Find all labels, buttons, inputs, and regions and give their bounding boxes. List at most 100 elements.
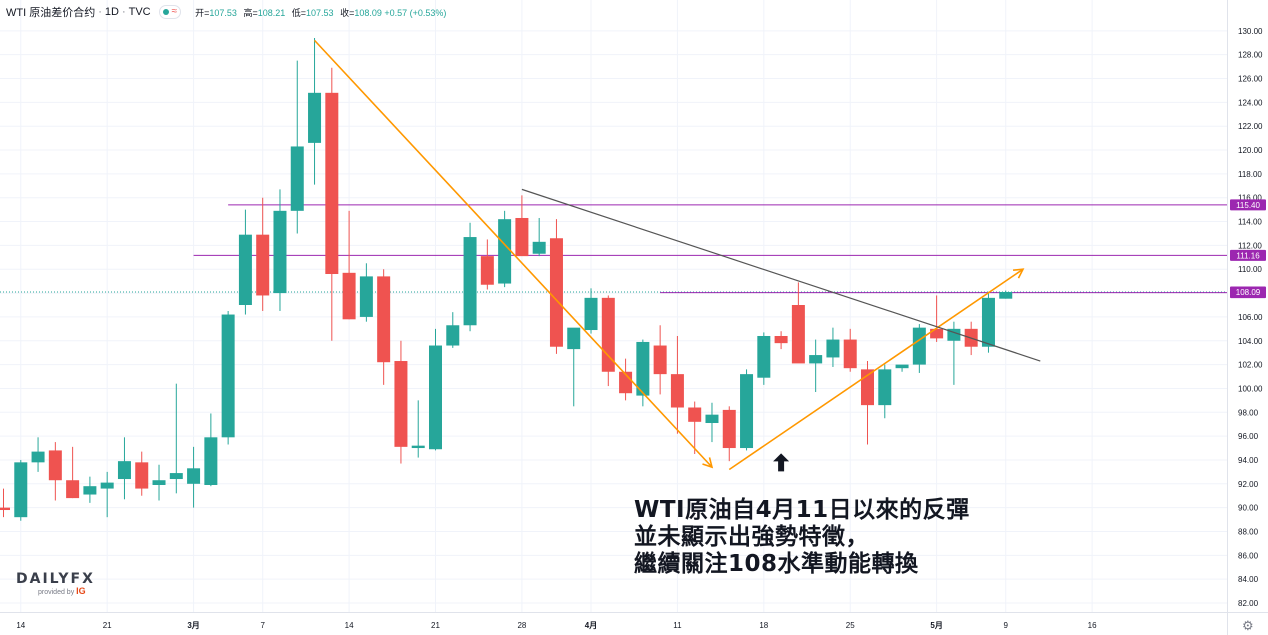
candle-body-up	[878, 369, 892, 406]
ohlc-readout: 开=107.53 高=108.21 低=107.53 收=108.09 +0.5…	[191, 6, 446, 19]
candle-body-up	[584, 297, 598, 331]
y-tick-label: 114.00	[1238, 218, 1262, 227]
ig-logo: IG	[76, 586, 86, 596]
dailyfx-logo: DAILYFX provided by IG	[16, 571, 95, 596]
gear-icon[interactable]: ⚙	[1242, 618, 1254, 633]
wave-icon: ≈	[171, 6, 178, 17]
candle-body-up	[152, 480, 166, 485]
x-tick-label: 28	[517, 621, 526, 630]
candle-body-up	[290, 146, 304, 211]
x-tick-label: 14	[345, 621, 354, 630]
logo-fx: FX	[70, 571, 95, 587]
x-tick-label: 21	[431, 621, 440, 630]
x-tick-label: 4月	[585, 621, 597, 630]
candle-body-up	[446, 325, 460, 346]
trendlines	[313, 39, 1041, 472]
y-tick-label: 122.00	[1238, 122, 1263, 131]
y-tick-label: 82.00	[1238, 599, 1259, 608]
high-label: 高=	[243, 7, 258, 18]
candle-body-down	[549, 238, 563, 347]
close-value: 108.09	[354, 7, 382, 18]
last-price-tag	[1230, 286, 1266, 298]
y-tick-label: 100.00	[1238, 384, 1263, 393]
candle-body-up	[187, 468, 201, 484]
candle-body-up	[757, 335, 771, 378]
candle-body-up	[238, 234, 252, 305]
logo-wordmark: DAILYFX	[16, 571, 95, 587]
level-price-tag	[1230, 249, 1266, 261]
x-tick-label: 5月	[930, 621, 942, 630]
level-price-label: 115.40	[1236, 201, 1260, 210]
x-axis: 14 21 3月 7 14 21 28 4月 11 18 25 5月 9 16	[0, 612, 1268, 630]
candle-body-down	[0, 507, 10, 511]
y-tick-label: 116.00	[1238, 194, 1262, 203]
candle-body-up	[498, 219, 512, 284]
y-tick-label: 98.00	[1238, 408, 1259, 417]
candle-body-down	[515, 217, 529, 257]
logo-provided-by: provided by IG	[38, 586, 95, 596]
header-separator: ·	[121, 6, 126, 18]
x-tick-label: 18	[759, 621, 768, 630]
x-tick-label: 16	[1088, 621, 1097, 630]
candle-body-up	[221, 314, 235, 438]
y-tick-label: 126.00	[1238, 75, 1263, 84]
y-tick-label: 94.00	[1238, 456, 1259, 465]
open-value: 107.53	[209, 7, 237, 18]
low-value: 107.53	[306, 7, 334, 18]
candle-body-up	[411, 445, 425, 449]
candle-body-down	[325, 92, 339, 275]
header-separator: ·	[98, 6, 102, 18]
candle-body-down	[342, 272, 356, 320]
y-tick-label: 120.00	[1238, 146, 1263, 155]
symbol-name[interactable]: WTI 原油差价合约	[6, 7, 96, 19]
x-tick-label: 11	[673, 621, 682, 630]
horizontal-levels	[0, 204, 1227, 294]
candle-body-down	[377, 276, 391, 363]
market-status-badge[interactable]: ≈	[158, 5, 182, 19]
y-tick-label: 96.00	[1238, 432, 1259, 441]
candle-body-down	[135, 462, 149, 489]
orange-trendline	[313, 39, 713, 468]
candle-body-up	[100, 482, 114, 489]
candle-body-up	[169, 473, 183, 480]
y-tick-label: 86.00	[1238, 551, 1259, 560]
trendline-arrowhead	[1012, 268, 1025, 279]
candle-body-up	[463, 237, 477, 326]
source-label: TVC	[128, 6, 151, 18]
chart-annotation: WTI原油自4月11日以來的反彈 並未顯示出強勢特徵， 繼續關注108水準動能轉…	[634, 497, 970, 578]
y-tick-label: 92.00	[1238, 480, 1259, 489]
candle-body-down	[394, 361, 408, 447]
x-tick-label: 14	[16, 621, 25, 630]
y-tick-label: 130.00	[1238, 27, 1263, 36]
x-tick-label: 25	[846, 621, 855, 630]
annotation-line-1: WTI原油自4月11日以來的反彈	[634, 497, 970, 523]
level-price-tag	[1230, 199, 1266, 211]
close-label: 收=	[340, 7, 355, 18]
candle-body-up	[83, 486, 97, 495]
x-tick-label: 7	[260, 621, 265, 630]
y-tick-label: 90.00	[1238, 504, 1259, 513]
change-value: +0.57 (+0.53%)	[384, 7, 447, 18]
orange-trendline	[728, 268, 1024, 471]
interval-label[interactable]: 1D	[104, 6, 119, 18]
up-arrow-icon	[773, 453, 790, 472]
logo-daily: DAILY	[16, 571, 71, 587]
candle-body-up	[947, 328, 961, 341]
candle-body-up	[567, 327, 581, 350]
candle-body-down	[256, 234, 270, 296]
candle-body-up	[999, 292, 1013, 299]
y-tick-label: 104.00	[1238, 337, 1263, 346]
y-tick-label: 84.00	[1238, 575, 1259, 584]
candle-body-down	[930, 328, 944, 339]
candle-body-up	[636, 341, 650, 396]
open-label: 开=	[195, 7, 210, 18]
market-open-dot-icon	[162, 9, 169, 15]
last-price-label: 108.09	[1236, 288, 1261, 297]
candle-body-up	[308, 92, 322, 143]
chart-header: WTI 原油差价合约 · 1D · TVC ≈ 开=107.53 高=108.2…	[6, 4, 446, 20]
candle-body-down	[653, 345, 667, 375]
y-tick-label: 102.00	[1238, 361, 1263, 370]
level-price-label: 111.16	[1236, 251, 1260, 260]
candle-body-down	[774, 335, 788, 344]
